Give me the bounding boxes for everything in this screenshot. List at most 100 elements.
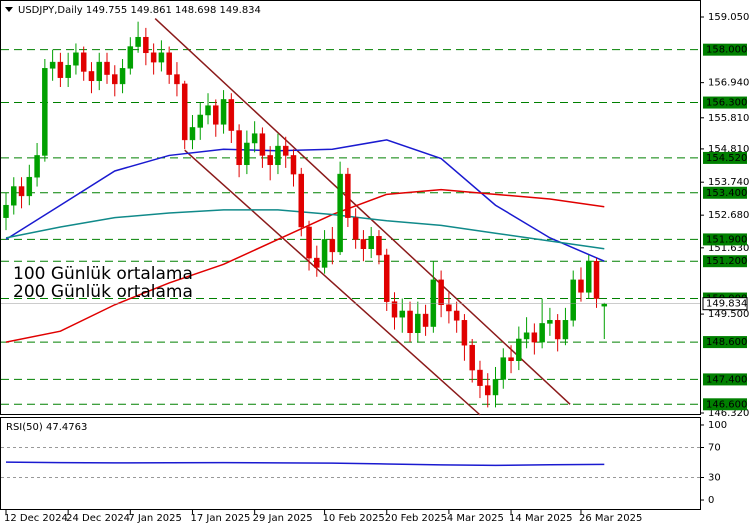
trendline	[154, 18, 571, 405]
level-label: 151.900	[706, 234, 747, 245]
x-tick-label: 20 Feb 2025	[385, 513, 447, 524]
candle-body	[329, 239, 336, 253]
candle-body	[376, 236, 382, 256]
candle-body	[119, 68, 126, 85]
candle-body	[422, 313, 429, 327]
candle-body	[570, 279, 576, 321]
level-label-box	[703, 233, 747, 246]
candle-body	[127, 46, 134, 69]
x-tick-label: 7 Jan 2025	[128, 513, 182, 524]
legend-entry: 100 Günlük ortalama	[13, 264, 193, 284]
candle-body	[352, 217, 359, 240]
rsi-tick-label: 30	[708, 473, 721, 484]
candle-body	[391, 301, 398, 318]
candle-body	[88, 71, 95, 82]
candle-body	[477, 369, 483, 386]
x-tick-label: 12 Dec 2024	[4, 513, 68, 524]
trendline	[184, 149, 481, 416]
candle-body	[251, 133, 258, 144]
candle-body	[453, 310, 460, 321]
candle-body	[181, 83, 188, 141]
candle-body	[220, 99, 227, 125]
y-tick-label: 151.630	[708, 243, 749, 254]
rsi-tick-label: 70	[708, 442, 721, 453]
candle-body	[516, 338, 522, 361]
candle-body	[73, 52, 79, 66]
candle-body	[205, 105, 211, 116]
level-label-box	[703, 255, 747, 268]
candle-body	[368, 236, 374, 250]
candle-body	[259, 133, 266, 156]
candle-body	[189, 127, 196, 141]
candle-body	[298, 173, 305, 228]
candle-body	[158, 52, 165, 63]
candle-body	[228, 99, 235, 131]
candle-body	[236, 130, 242, 166]
candle-body	[244, 142, 250, 166]
candle-body	[500, 357, 507, 380]
level-label: 146.600	[706, 399, 747, 410]
candle-body	[523, 332, 530, 340]
rsi-title: RSI(50) 47.4763	[6, 422, 87, 433]
y-tick-label: 149.500	[708, 309, 749, 320]
x-tick-label: 26 Mar 2025	[579, 513, 642, 524]
level-label: 151.200	[706, 256, 747, 267]
candle-body	[314, 257, 320, 268]
candle-body	[112, 74, 118, 85]
candle-body	[49, 61, 56, 69]
candle-body	[399, 310, 406, 318]
candle-body	[135, 36, 141, 47]
candle-body	[461, 320, 468, 346]
level-label-box	[703, 336, 747, 349]
legend-entry: 200 Günlük ortalama	[13, 282, 193, 302]
candle-body	[601, 303, 608, 307]
level-label-box	[703, 186, 747, 199]
current-price-box	[702, 297, 748, 311]
candle-body	[321, 239, 328, 268]
candle-body	[143, 36, 149, 54]
candle-body	[166, 52, 172, 75]
candle-body	[337, 173, 343, 253]
y-tick-label: 152.680	[708, 210, 749, 221]
candle-body	[531, 332, 538, 343]
candle-body	[469, 344, 475, 371]
candle-body	[213, 105, 219, 125]
candle-body	[96, 61, 102, 82]
candle-body	[306, 226, 312, 259]
x-tick-label: 10 Feb 2025	[323, 513, 385, 524]
candle-body	[57, 61, 64, 78]
rsi-tick-label: 100	[708, 420, 727, 431]
candle-body	[174, 74, 180, 85]
rsi-line	[5, 461, 605, 467]
x-tick-label: 24 Dec 2024	[66, 513, 130, 524]
moving-average	[5, 209, 605, 250]
level-label: 148.600	[706, 337, 747, 348]
level-label: 153.400	[706, 188, 747, 199]
candle-body	[18, 186, 25, 197]
candle-body	[383, 254, 390, 302]
level-label-box	[703, 43, 747, 56]
x-tick-label: 29 Jan 2025	[253, 513, 313, 524]
moving-average	[5, 139, 605, 262]
candle-body	[446, 304, 452, 312]
moving-average	[5, 188, 605, 343]
candle-body	[586, 260, 592, 293]
candle-body	[290, 155, 297, 175]
candle-body	[492, 379, 499, 396]
current-price-label: 149.834	[706, 299, 747, 310]
candle-body	[407, 310, 413, 334]
level-label: 158.000	[706, 45, 747, 56]
x-tick-label: 17 Jan 2025	[190, 513, 250, 524]
level-label-box	[703, 373, 747, 386]
candle-body	[562, 320, 569, 340]
candle-body	[539, 323, 545, 343]
candle-body	[484, 385, 491, 396]
level-label: 147.400	[706, 374, 747, 385]
level-label-box	[703, 96, 747, 109]
candle-body	[438, 279, 444, 306]
candle-body	[65, 64, 71, 78]
candle-body	[267, 155, 273, 166]
candle-body	[34, 155, 40, 178]
candle-body	[360, 239, 367, 250]
